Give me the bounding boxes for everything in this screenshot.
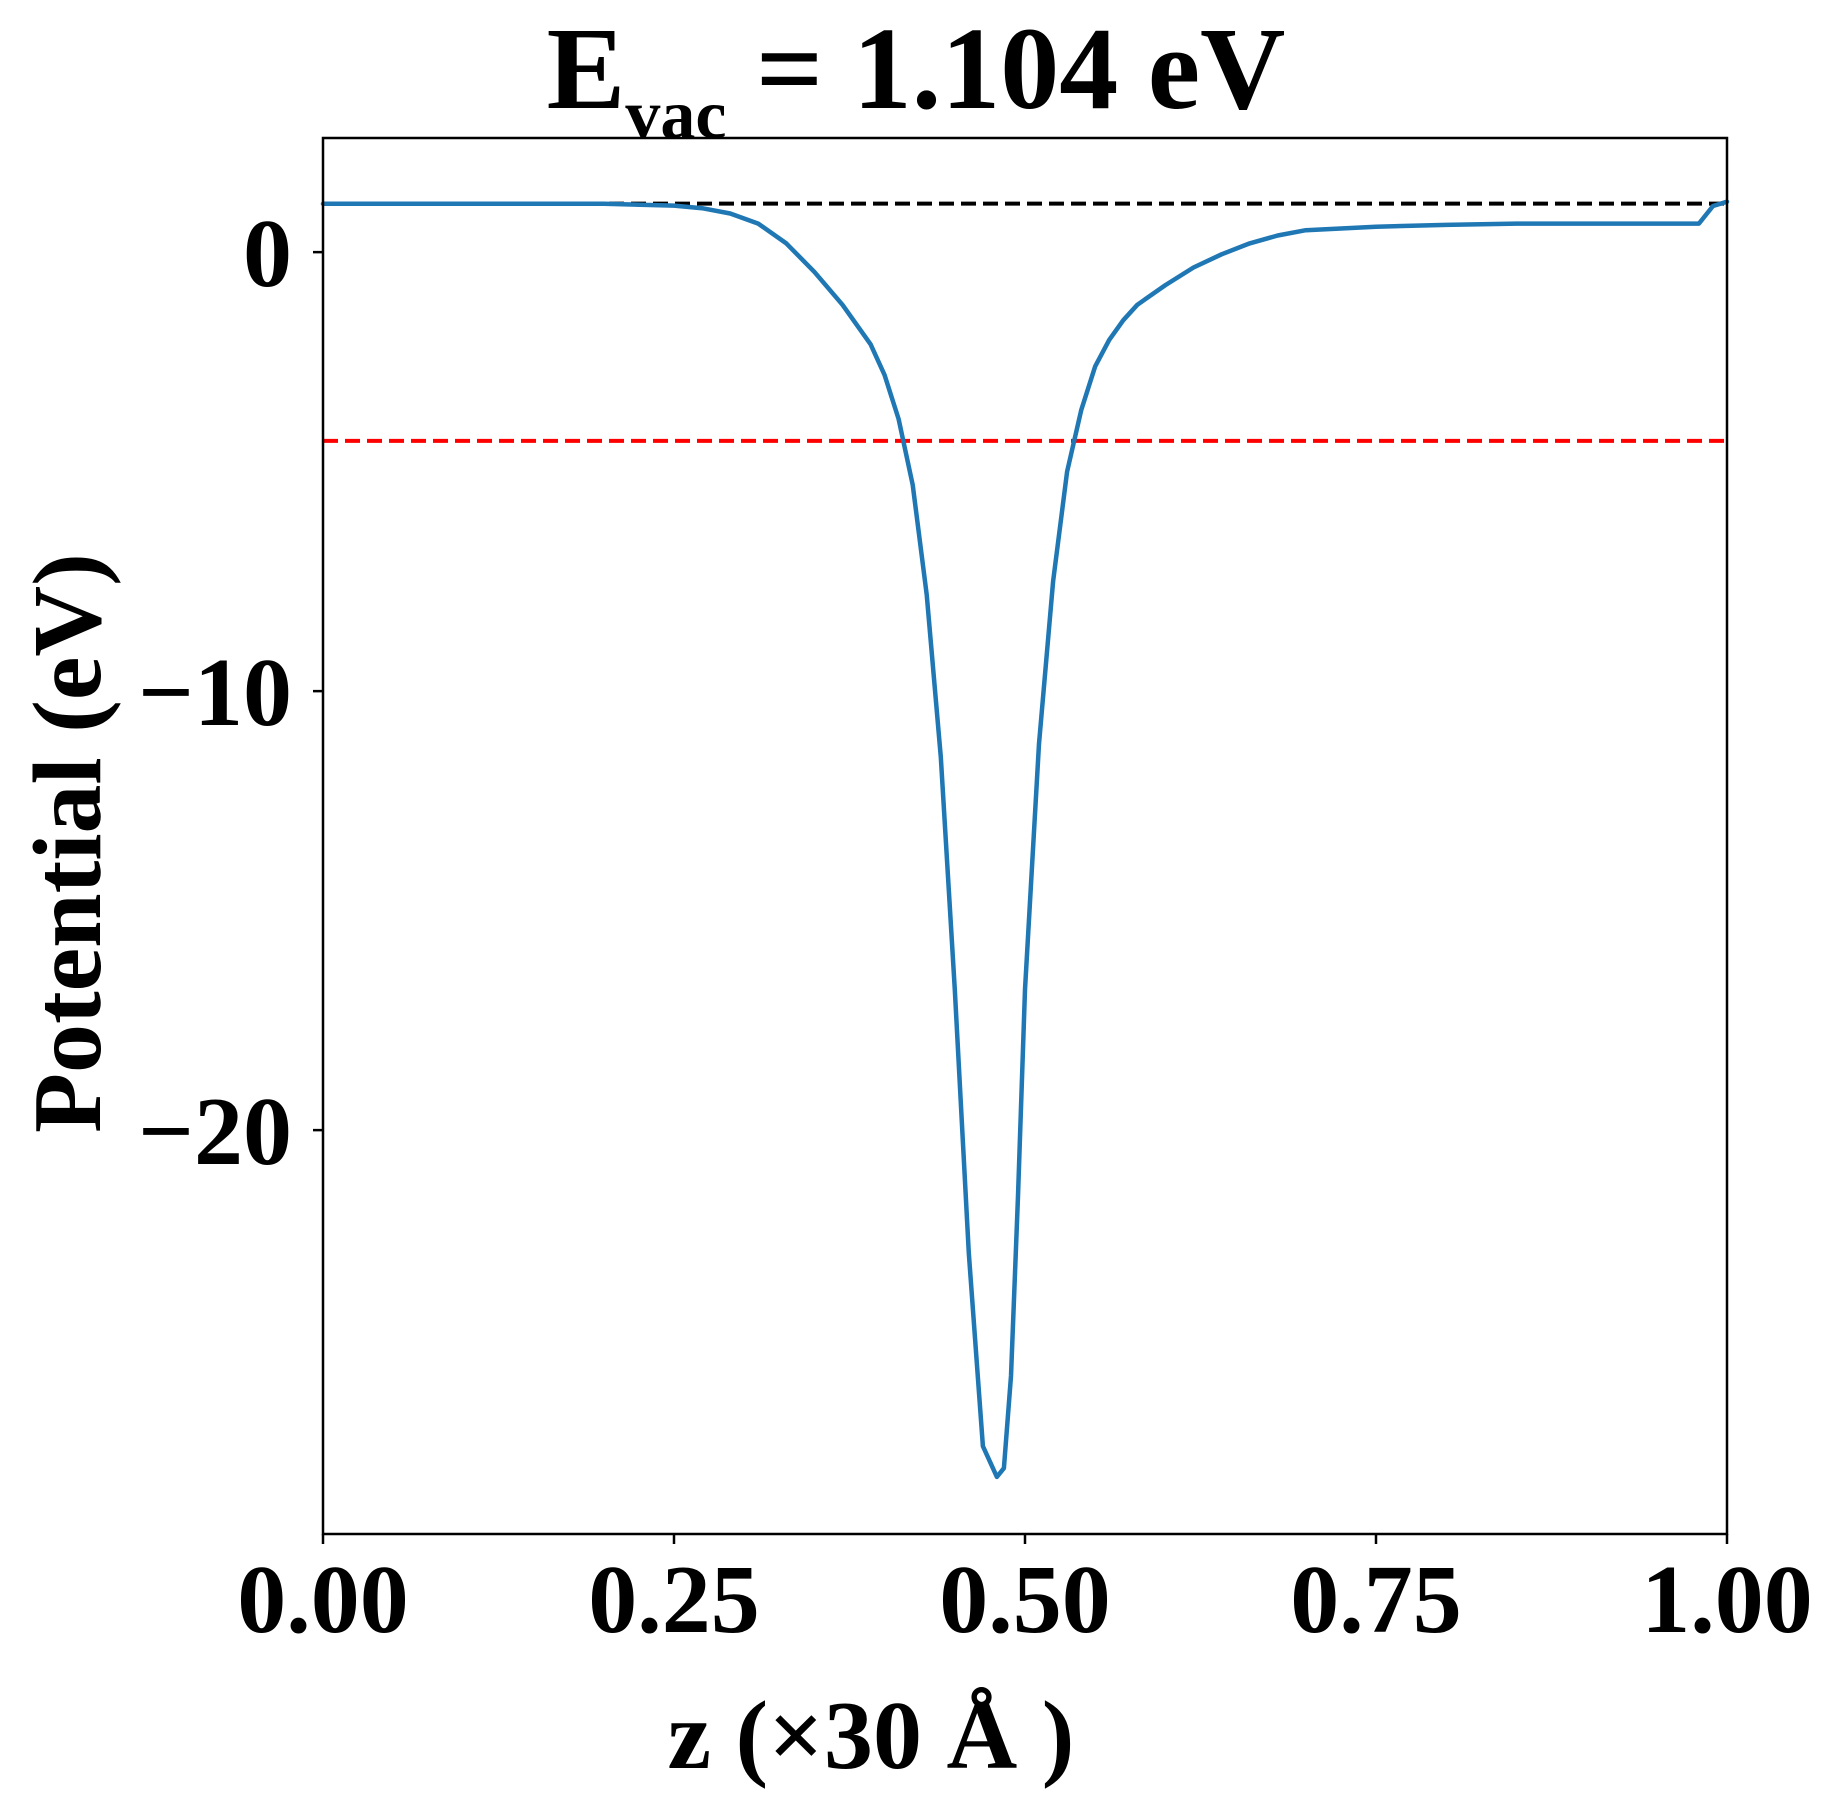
x-tick-label: 0.75 <box>1290 1546 1462 1654</box>
x-tick-label: 0.25 <box>588 1546 760 1654</box>
chart-title-subscript: vac <box>625 77 726 154</box>
reference-lines <box>323 201 1727 443</box>
potential-series-line <box>320 199 1730 1480</box>
chart-title-main: E <box>547 3 626 134</box>
y-tick-label: −20 <box>138 1078 292 1186</box>
x-tick-label: 0.00 <box>237 1546 409 1654</box>
x-axis-label: z (×30 Å ) <box>668 1682 1075 1790</box>
y-tick-label: −10 <box>138 639 292 747</box>
x-tick-label: 0.50 <box>939 1546 1111 1654</box>
chart-title-rest: = 1.104 eV <box>726 3 1285 134</box>
y-axis-label: Potential (eV) <box>14 553 122 1133</box>
y-tick-label: 0 <box>243 200 292 308</box>
y-axis-ticks: 0 −10 −20 <box>138 200 323 1186</box>
x-tick-label: 1.00 <box>1641 1546 1813 1654</box>
chart-title: Evac = 1.104 eV <box>547 3 1286 154</box>
plot-frame <box>321 136 1729 1536</box>
x-axis-ticks: 0.00 0.25 0.50 0.75 1.00 <box>237 1534 1813 1654</box>
plot-area <box>320 136 1730 1536</box>
